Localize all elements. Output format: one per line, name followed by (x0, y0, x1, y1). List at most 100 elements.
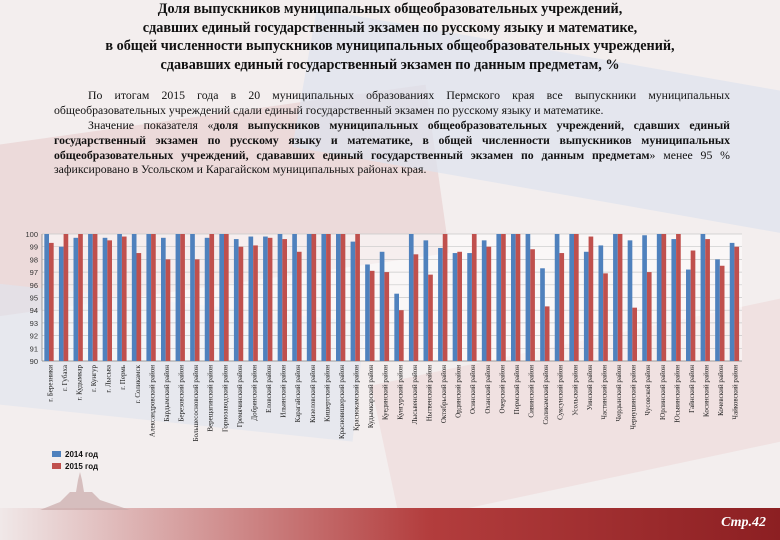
bar-2014 (336, 234, 341, 361)
bar-2015 (63, 234, 69, 361)
bar-2015 (719, 265, 725, 361)
bar-2015 (194, 259, 200, 361)
x-tick-label: г. Пермь (119, 365, 127, 390)
x-tick-label: Большесосновский район (192, 365, 200, 442)
x-tick-label: Сивинский район (528, 365, 536, 418)
x-tick-label: Верещагинский район (207, 365, 215, 432)
bar-2015 (209, 234, 215, 361)
x-tick-label: Чайковский район (732, 365, 740, 420)
bar-2014 (525, 234, 531, 361)
bar-2014 (161, 237, 166, 361)
legend-label-2015: 2015 год (65, 461, 99, 471)
bar-2015 (428, 274, 433, 361)
x-tick-label: Чердынский район (615, 365, 623, 422)
bar-2015 (676, 234, 681, 361)
bar-2014 (190, 234, 195, 361)
bar-2014 (248, 236, 254, 361)
x-tick-label: Чусовской район (644, 365, 652, 416)
bar-2015 (399, 310, 404, 361)
bar-2015 (151, 234, 156, 361)
x-tick-label: г. Березники (46, 365, 54, 402)
x-tick-label: Краснокамский район (353, 365, 361, 431)
bar-2015 (267, 237, 273, 361)
x-tick-label: Суксунский район (557, 365, 565, 420)
bar-2014 (729, 242, 735, 361)
bar-2014 (554, 234, 560, 361)
bar-2014 (467, 253, 472, 361)
x-tick-label: Горнозаводский район (221, 365, 229, 432)
x-tick-label: Березовский район (178, 365, 186, 422)
bar-2015 (165, 259, 171, 361)
bar-2015 (501, 234, 506, 361)
bar-2015 (734, 246, 740, 361)
bar-2014 (540, 268, 545, 361)
x-tick-label: Усольский район (571, 365, 579, 416)
bar-2014 (365, 264, 370, 361)
x-tick-label: Кочевский район (717, 365, 725, 416)
x-tick-label: Гремячинский район (236, 365, 244, 427)
bar-2014 (58, 246, 64, 361)
bar-2015 (78, 234, 83, 361)
bar-2014 (496, 234, 502, 361)
y-tick-label: 90 (30, 357, 38, 366)
bar-2015 (136, 253, 142, 361)
bar-2015 (661, 234, 667, 361)
cathedral-silhouette-icon (40, 472, 130, 510)
y-tick-label: 91 (30, 344, 38, 353)
y-tick-label: 93 (30, 319, 38, 328)
bar-2014 (131, 234, 137, 361)
bar-2014 (671, 239, 677, 361)
bar-2015 (457, 251, 462, 361)
x-tick-label: Александровский район (148, 365, 156, 437)
paragraph-summary-text: По итогам 2015 года в 20 муниципальных о… (54, 88, 730, 117)
x-tick-label: Пермский район (513, 365, 521, 415)
bar-2015 (486, 246, 492, 361)
y-tick-label: 100 (25, 230, 38, 239)
x-tick-label: г. Лысьва (105, 364, 113, 393)
x-tick-label: Оханский район (484, 365, 492, 414)
bar-2015 (646, 272, 652, 361)
x-tick-label: Соликамский район (542, 365, 550, 425)
bar-2014 (233, 239, 239, 361)
bar-2015 (413, 254, 419, 361)
bar-2014 (263, 236, 268, 361)
bar-2014 (700, 234, 706, 361)
legend-label-2014: 2014 год (65, 449, 99, 459)
bar-2015 (471, 234, 477, 361)
bar-2015 (530, 249, 535, 361)
x-tick-label: Юрлинский район (659, 365, 667, 420)
page-number: Стр.42 (721, 515, 766, 530)
bar-2015 (588, 236, 594, 361)
bar-2015 (180, 234, 185, 361)
bar-2015 (282, 239, 287, 361)
page-title: Доля выпускников муниципальных общеобраз… (20, 0, 760, 74)
bar-2014 (583, 251, 589, 361)
bar-2014 (613, 234, 618, 361)
x-tick-label: Добрянский район (250, 365, 258, 421)
title-line-2: сдавших единый государственный экзамен п… (142, 19, 638, 36)
x-tick-label: Ординский район (455, 365, 463, 418)
bar-2014 (569, 234, 574, 361)
bar-2014 (481, 240, 487, 361)
x-tick-label: Юсьвинский район (673, 365, 681, 423)
bar-2015 (224, 234, 229, 361)
x-tick-label: Бардымский район (163, 365, 171, 422)
bar-2015 (690, 250, 696, 361)
bar-2014 (379, 251, 385, 361)
bar-chart: 90 91 92 93 94 95 96 97 98 99 100 г. Березники г. Гу… (25, 230, 742, 442)
y-tick-label: 92 (30, 332, 38, 341)
legend-swatch-2014 (52, 451, 61, 457)
x-tick-label: Осинский район (469, 365, 477, 414)
x-tick-label: Карагайский район (294, 365, 302, 423)
paragraph-indicator-before: Значение показателя « (88, 118, 214, 132)
paragraph-indicator: Значение показателя «доля выпускников му… (54, 118, 730, 177)
x-tick-label: Уинский район (586, 365, 594, 410)
bar-2015 (369, 270, 375, 361)
bar-2014 (44, 234, 49, 361)
bar-2015 (705, 239, 710, 361)
bar-2014 (277, 234, 283, 361)
x-tick-label: Ильинский район (280, 365, 288, 418)
bar-2015 (617, 234, 623, 361)
bar-2014 (394, 293, 399, 361)
legend-item-2014: 2014 год (52, 448, 98, 460)
